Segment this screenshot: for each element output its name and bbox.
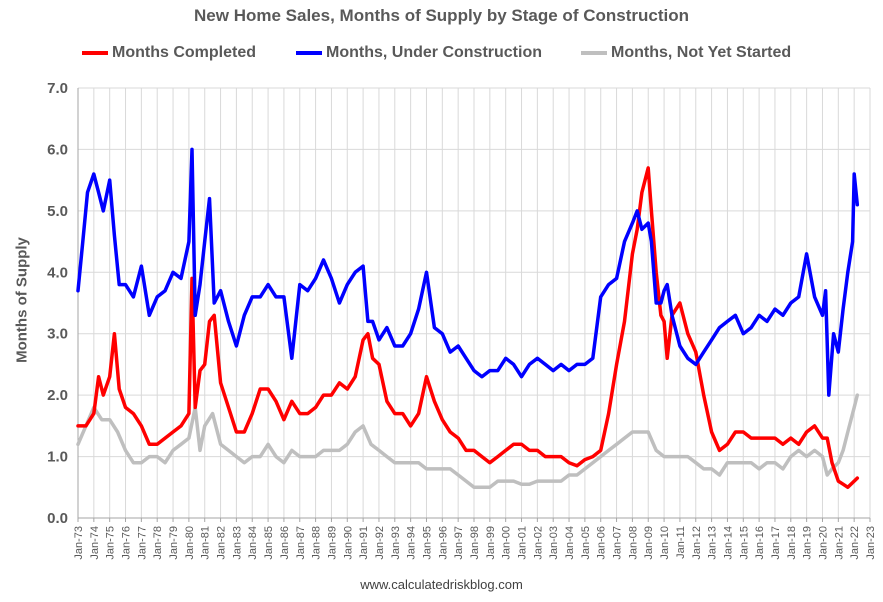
y-tick-label: 4.0 xyxy=(47,264,68,281)
x-tick-label: Jan-84 xyxy=(247,526,259,560)
legend-swatch-not-yet-started xyxy=(581,51,607,55)
x-tick-label: Jan-22 xyxy=(849,526,861,560)
x-tick-label: Jan-99 xyxy=(485,526,497,560)
x-tick-label: Jan-00 xyxy=(501,526,513,560)
x-tick-label: Jan-73 xyxy=(73,526,85,560)
legend-swatch-under-construction xyxy=(296,51,322,55)
x-tick-label: Jan-98 xyxy=(469,526,481,560)
x-tick-label: Jan-77 xyxy=(136,526,148,560)
x-tick-label: Jan-88 xyxy=(311,526,323,560)
x-tick-label: Jan-18 xyxy=(786,526,798,560)
series-line-under-construction xyxy=(76,147,860,397)
y-tick-label: 1.0 xyxy=(47,449,68,466)
x-tick-label: Jan-13 xyxy=(707,526,719,560)
x-tick-label: Jan-10 xyxy=(659,526,671,560)
x-tick-label: Jan-06 xyxy=(596,526,608,560)
legend-label-not-yet-started: Months, Not Yet Started xyxy=(611,44,792,61)
x-tick-label: Jan-74 xyxy=(89,526,101,560)
x-tick-label: Jan-97 xyxy=(453,526,465,560)
series-line-not-yet-started xyxy=(76,393,860,490)
x-tick-label: Jan-02 xyxy=(532,526,544,560)
x-tick-label: Jan-17 xyxy=(770,526,782,560)
x-tick-label: Jan-19 xyxy=(802,526,814,560)
x-tick-label: Jan-01 xyxy=(517,526,529,560)
chart-title: New Home Sales, Months of Supply by Stag… xyxy=(194,6,689,25)
x-tick-label: Jan-90 xyxy=(342,526,354,560)
x-tick-label: Jan-85 xyxy=(263,526,275,560)
legend-swatch-completed xyxy=(82,51,108,55)
x-tick-label: Jan-86 xyxy=(279,526,291,560)
x-tick-label: Jan-12 xyxy=(691,526,703,560)
y-tick-label: 0.0 xyxy=(47,510,68,527)
x-tick-label: Jan-95 xyxy=(421,526,433,560)
y-tick-label: 6.0 xyxy=(47,141,68,158)
source-credit: www.calculatedriskblog.com xyxy=(360,577,523,592)
legend-item-completed: Months Completed xyxy=(82,44,256,62)
x-tick-label: Jan-04 xyxy=(564,526,576,560)
legend: Months Completed Months, Under Construct… xyxy=(0,44,883,66)
x-tick-label: Jan-91 xyxy=(358,526,370,560)
x-tick-label: Jan-94 xyxy=(406,526,418,560)
x-tick-label: Jan-09 xyxy=(643,526,655,560)
x-tick-label: Jan-87 xyxy=(295,526,307,560)
x-tick-label: Jan-81 xyxy=(200,526,212,560)
x-tick-label: Jan-20 xyxy=(817,526,829,560)
x-tick-label: Jan-79 xyxy=(168,526,180,560)
y-tick-label: 3.0 xyxy=(47,326,68,343)
x-tick-label: Jan-11 xyxy=(675,526,687,559)
series-line-completed xyxy=(76,166,860,490)
legend-label-completed: Months Completed xyxy=(112,44,256,61)
x-tick-label: Jan-14 xyxy=(722,526,734,560)
y-tick-label: 7.0 xyxy=(47,80,68,97)
x-tick-label: Jan-76 xyxy=(121,526,133,560)
x-tick-label: Jan-05 xyxy=(580,526,592,560)
legend-label-under-construction: Months, Under Construction xyxy=(326,44,542,61)
y-tick-label: 2.0 xyxy=(47,387,68,404)
x-tick-label: Jan-21 xyxy=(833,526,845,560)
x-tick-label: Jan-03 xyxy=(548,526,560,560)
x-tick-label: Jan-07 xyxy=(612,526,624,560)
x-tick-label: Jan-89 xyxy=(326,526,338,560)
x-tick-label: Jan-96 xyxy=(437,526,449,560)
x-tick-label: Jan-75 xyxy=(105,526,117,560)
x-tick-label: Jan-82 xyxy=(216,526,228,560)
x-tick-label: Jan-23 xyxy=(865,526,877,560)
x-tick-label: Jan-08 xyxy=(627,526,639,560)
legend-item-not-yet-started: Months, Not Yet Started xyxy=(581,44,791,62)
x-tick-label: Jan-16 xyxy=(754,526,766,560)
x-tick-label: Jan-92 xyxy=(374,526,386,560)
y-tick-label: 5.0 xyxy=(47,203,68,220)
x-tick-label: Jan-15 xyxy=(738,526,750,560)
legend-item-under-construction: Months, Under Construction xyxy=(296,44,542,62)
x-tick-label: Jan-80 xyxy=(184,526,196,560)
x-tick-label: Jan-78 xyxy=(152,526,164,560)
x-tick-label: Jan-93 xyxy=(390,526,402,560)
x-tick-label: Jan-83 xyxy=(231,526,243,560)
